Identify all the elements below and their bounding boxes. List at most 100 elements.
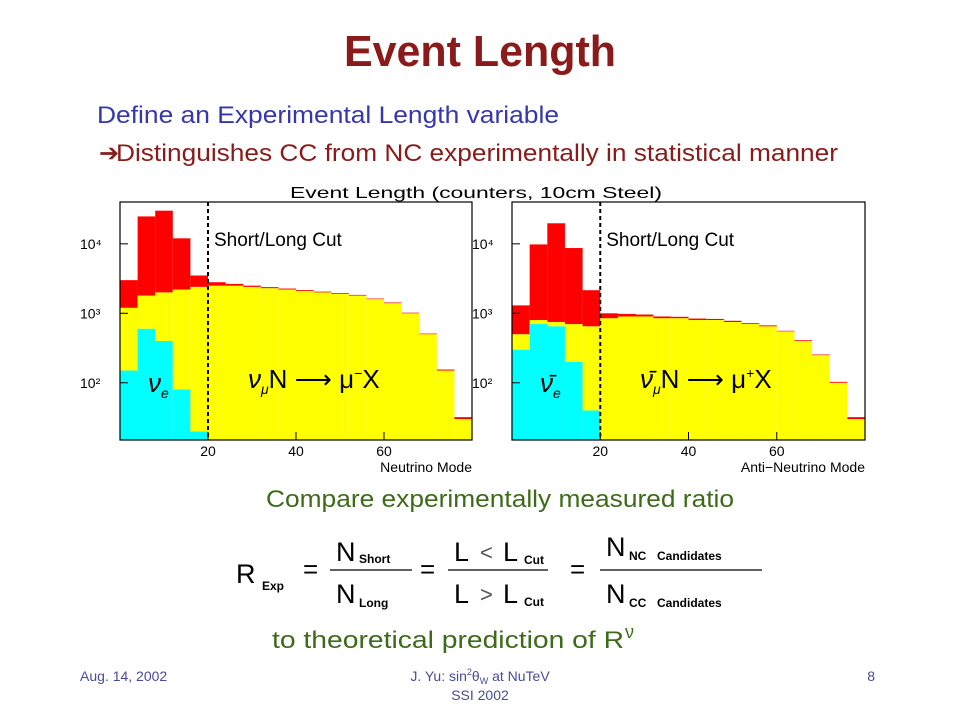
eq-symbol: N (606, 532, 626, 562)
histogram-bar (208, 285, 226, 440)
histogram-bar (617, 313, 636, 317)
histogram-bar (723, 321, 742, 440)
cut-label: Short/Long Cut (606, 230, 735, 251)
eq-symbol: L (503, 537, 518, 567)
histogram-bar (243, 286, 261, 440)
histogram-bar (529, 324, 548, 440)
histogram-bar (564, 324, 583, 362)
bullet: Define an Experimental Length variable (97, 102, 559, 129)
histogram-bar (366, 298, 384, 300)
histogram-bar (706, 320, 724, 440)
histogram-bar (225, 283, 244, 286)
footer-center: SSI 2002 (451, 687, 509, 703)
footer-sub: W (480, 676, 489, 686)
histogram-bar (829, 382, 848, 440)
histogram-bar (225, 285, 244, 440)
prediction-text: to theoretical prediction of R (272, 627, 624, 654)
reaction-text: N ⟶ μ (269, 364, 354, 394)
neutrino-label: ν̄e (540, 368, 561, 401)
y-tick-label: 10⁴ (472, 236, 494, 252)
histogram-bar (547, 321, 565, 327)
x-axis-label: Anti−Neutrino Mode (741, 459, 865, 475)
histogram-bar (670, 316, 689, 319)
histogram-bar (582, 290, 601, 327)
histogram-bar (653, 316, 671, 319)
histogram-bar (120, 370, 138, 440)
histogram-bar (547, 223, 565, 322)
footer-part: J. Yu: sin (410, 668, 467, 684)
histogram-bar (688, 320, 707, 440)
histogram-bar (741, 324, 760, 440)
superscript: − (354, 365, 362, 381)
histogram-bar (582, 410, 601, 440)
eq-sign: = (420, 554, 435, 584)
histogram-bar (670, 318, 689, 440)
x-tick-label: 40 (288, 443, 304, 459)
x-tick-label: 40 (681, 443, 697, 459)
histogram-bar (741, 323, 760, 325)
histogram-bar (155, 210, 173, 293)
x-tick-label: 60 (769, 443, 785, 459)
y-tick-label: 10² (80, 375, 101, 391)
histogram-bar (529, 244, 548, 321)
histogram-bar (260, 288, 279, 440)
histogram-bar (454, 419, 472, 440)
histogram-bar (759, 326, 777, 440)
histogram-bar (847, 419, 865, 440)
histogram-bar (172, 389, 191, 440)
histogram-bar (829, 381, 848, 383)
histogram-bar (208, 282, 226, 286)
histogram-bar (348, 295, 367, 440)
histogram-bar (454, 417, 472, 420)
eq-sub: Cut (524, 553, 544, 567)
y-tick-label: 10² (472, 375, 493, 391)
eq-symbol: N (336, 579, 356, 609)
reaction-label: ν̄μN ⟶ μ+X (640, 364, 772, 397)
histogram-bar (172, 238, 191, 290)
eq-symbol: L (503, 579, 518, 609)
histogram-bar (331, 293, 349, 440)
reaction-text: N ⟶ μ (661, 364, 746, 394)
subscript: μ (260, 381, 269, 397)
histogram-bar (313, 292, 332, 440)
symbol: ν̄ (640, 364, 657, 394)
histogram-bar (723, 320, 742, 322)
x-tick-label: 20 (592, 443, 608, 459)
histogram-bar (419, 333, 437, 335)
footer-part: at NuTeV (488, 668, 550, 684)
histogram-bar (512, 349, 530, 440)
histogram-bar (564, 248, 583, 325)
footer-center: J. Yu: sin2θW at NuTeV (410, 667, 550, 686)
eq-sub: Cut (524, 595, 544, 609)
neutrino-label: νe (148, 368, 169, 401)
eq-sub: NC (629, 549, 647, 563)
histogram-bar (564, 361, 583, 440)
eq-symbol: L (454, 537, 469, 567)
histogram-bar (296, 290, 314, 440)
histogram-bar (617, 316, 636, 440)
superscript: + (746, 365, 754, 381)
eq-sub: Long (359, 596, 388, 610)
histogram-bar (706, 318, 724, 321)
subscript: e (553, 385, 561, 401)
histogram-bar (653, 318, 671, 440)
bullet: Distinguishes CC from NC experimentally … (116, 140, 838, 167)
symbol: ν (148, 368, 161, 398)
histogram-bar (190, 431, 208, 440)
eq-sub: Candidates (657, 596, 722, 610)
histogram-bar (384, 303, 402, 440)
histogram-bar (436, 370, 455, 440)
histogram-bar (278, 289, 296, 440)
eq-sign: < (480, 540, 493, 565)
histogram-bar (600, 318, 618, 440)
histogram-bar (331, 293, 349, 294)
histogram-bar (120, 307, 138, 371)
footer-sup: 2 (467, 667, 472, 677)
y-tick-label: 10³ (80, 305, 101, 321)
y-tick-label: 10³ (472, 305, 493, 321)
histogram-bar (243, 285, 261, 287)
histogram-bar (366, 299, 384, 440)
histogram-bar (582, 326, 601, 411)
